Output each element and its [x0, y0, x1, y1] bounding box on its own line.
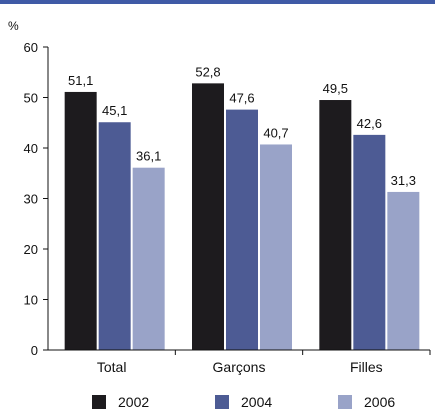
bar-2006 [132, 167, 165, 350]
bar-2004 [98, 122, 131, 351]
y-unit-label: % [8, 19, 19, 33]
x-category-label: Total [97, 359, 127, 375]
legend-swatch-2002 [92, 395, 106, 409]
data-label: 42,6 [357, 116, 382, 131]
legend-label: 2002 [118, 394, 149, 409]
x-category-label: Garçons [213, 359, 266, 375]
legend-label: 2004 [241, 394, 272, 409]
legend: 2002 2004 2006 [92, 394, 395, 409]
y-tick-label: 40 [24, 141, 38, 156]
legend-swatch-2004 [215, 395, 229, 409]
bar-2004 [353, 134, 386, 350]
y-axis-ticks: 0 10 20 30 40 50 60 [24, 40, 48, 358]
bar-2002 [319, 100, 352, 351]
data-label: 47,6 [229, 91, 254, 106]
data-label: 49,5 [323, 81, 348, 96]
data-label: 52,8 [195, 64, 220, 79]
legend-swatch-2006 [338, 395, 352, 409]
y-tick-label: 10 [24, 293, 38, 308]
bar-2002 [192, 83, 224, 351]
data-label: 51,1 [68, 73, 93, 88]
y-tick-label: 60 [24, 40, 38, 55]
x-axis-ticks [174, 350, 431, 355]
data-label: 36,1 [136, 149, 161, 164]
bar-2004 [226, 109, 258, 351]
x-axis-categories: Total Garçons Filles [97, 359, 383, 375]
y-tick-label: 50 [24, 91, 38, 106]
data-label: 45,1 [102, 103, 127, 118]
y-tick-label: 30 [24, 192, 38, 207]
x-category-label: Filles [350, 359, 383, 375]
data-label: 40,7 [263, 125, 288, 140]
bar-2002 [64, 91, 97, 350]
top-rule [0, 0, 435, 4]
bars [64, 83, 420, 351]
y-tick-label: 0 [31, 343, 38, 358]
data-label: 31,3 [391, 173, 416, 188]
bar-2006 [387, 191, 420, 350]
legend-label: 2006 [364, 394, 395, 409]
bar-2006 [260, 144, 292, 350]
data-labels: 51,1 45,1 36,1 52,8 47,6 40,7 49,5 42,6 31,3 [68, 64, 416, 188]
y-tick-label: 20 [24, 242, 38, 257]
